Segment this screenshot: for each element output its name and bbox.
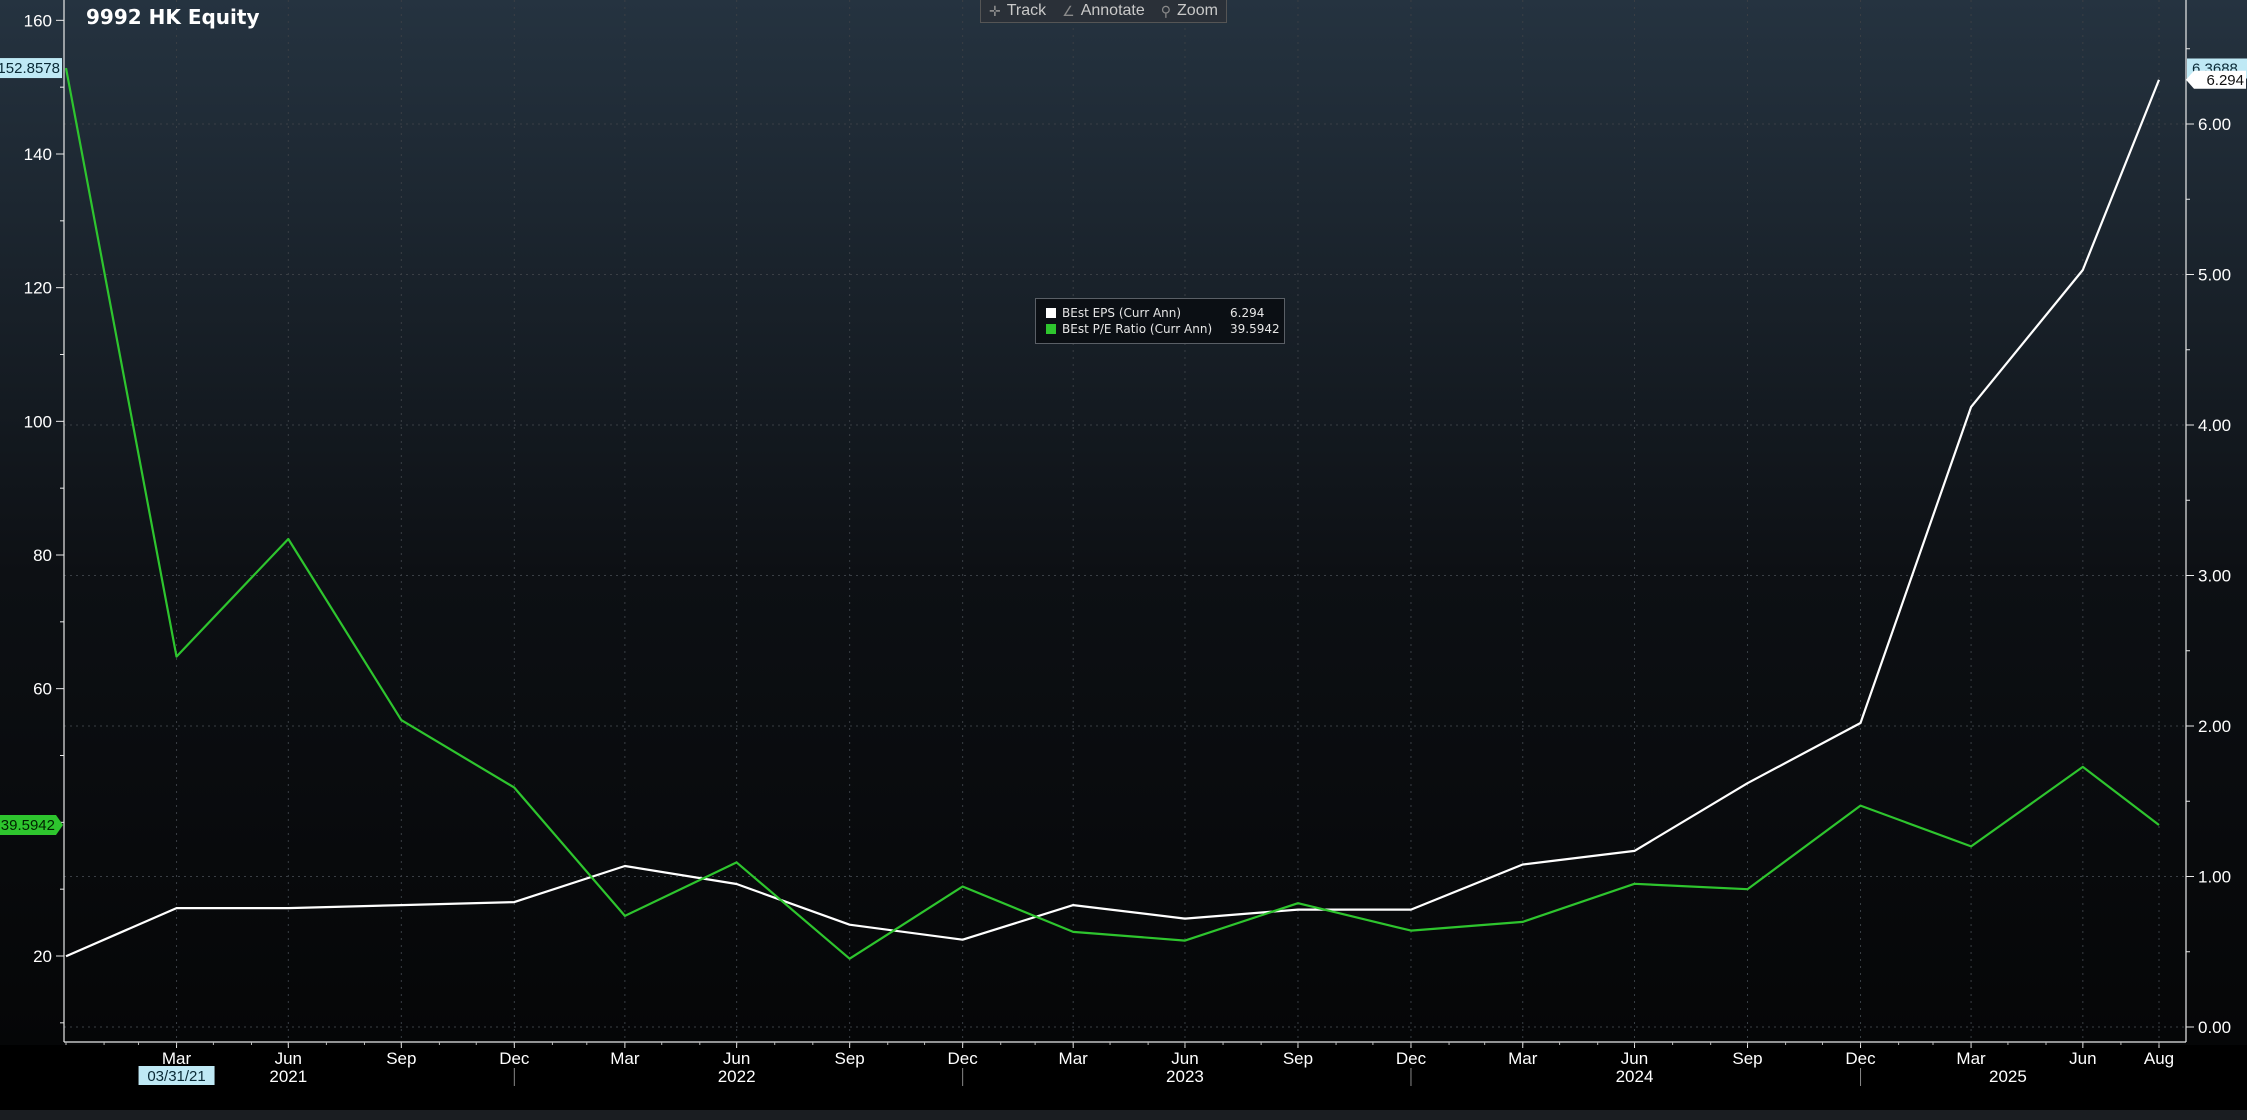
chart-legend[interactable]: BEst EPS (Curr Ann) 6.294 BEst P/E Ratio…: [1035, 298, 1285, 344]
x-month-label: Dec: [948, 1049, 979, 1068]
left-tick-label: 140: [24, 145, 52, 164]
x-year-label: 2023: [1166, 1067, 1204, 1086]
left-tick-label: 120: [24, 279, 52, 298]
x-month-label: Mar: [1508, 1049, 1538, 1068]
magnifier-icon: ⚲: [1160, 2, 1172, 19]
plot-background: [0, 0, 2247, 1045]
pe-last-value-tag: [0, 815, 63, 836]
eps-last-value-tag: [2186, 70, 2246, 89]
series-lines: [64, 67, 2161, 960]
x-month-label: Aug: [2144, 1049, 2174, 1068]
x-month-label: Dec: [499, 1049, 530, 1068]
right-tick-label: 6.00: [2198, 115, 2231, 134]
zoom-label: Zoom: [1177, 2, 1218, 19]
pe-swatch-icon: [1046, 324, 1056, 334]
x-month-label: Dec: [1845, 1049, 1876, 1068]
x-month-label: Dec: [1396, 1049, 1427, 1068]
annotate-button[interactable]: ∠ Annotate: [1054, 0, 1153, 22]
legend-row-pe: BEst P/E Ratio (Curr Ann) 39.5942: [1046, 321, 1284, 337]
eps-swatch-icon: [1046, 308, 1056, 318]
x-month-label: Jun: [2069, 1049, 2096, 1068]
x-year-label: 2024: [1616, 1067, 1654, 1086]
chart-title: 9992 HK Equity: [86, 5, 260, 29]
right-tick-label: 5.00: [2198, 266, 2231, 285]
x-month-label: Mar: [1956, 1049, 1986, 1068]
left-highlight-tag: [0, 58, 62, 79]
eps-last-value-label: 6.294: [2206, 72, 2244, 89]
cursor-date-tag: [138, 1066, 215, 1085]
legend-eps-label: BEst EPS (Curr Ann): [1062, 306, 1182, 320]
right-tick-label: 0.00: [2198, 1018, 2231, 1037]
crosshair-icon: ✛: [989, 2, 1001, 19]
left-tick-label: 60: [33, 680, 52, 699]
pe-ratio-line: [64, 67, 2160, 960]
right-tick-label: 3.00: [2198, 567, 2231, 586]
x-month-label: Sep: [1283, 1049, 1313, 1068]
x-month-label: Jun: [1621, 1049, 1648, 1068]
pe-last-value-label: 39.5942: [1, 817, 55, 834]
left-tick-label: 160: [24, 11, 52, 30]
left-tick-label: 20: [33, 947, 52, 966]
legend-eps-value: 6.294: [1230, 306, 1265, 320]
grid-lines: [64, 0, 2186, 1042]
x-month-label: Mar: [162, 1049, 192, 1068]
legend-pe-label: BEst P/E Ratio (Curr Ann): [1062, 322, 1213, 336]
x-month-label: Mar: [1059, 1049, 1089, 1068]
eps-line: [65, 79, 2161, 958]
x-month-label: Mar: [610, 1049, 640, 1068]
x-year-label: 2025: [1989, 1067, 2027, 1086]
bottom-status-bar: [0, 1110, 2247, 1120]
legend-pe-value: 39.5942: [1230, 322, 1280, 336]
left-highlight-label: 152.8578: [0, 60, 60, 77]
right-tick-label: 2.00: [2198, 717, 2231, 736]
cursor-date-label: 03/31/21: [147, 1068, 205, 1085]
x-month-label: Sep: [386, 1049, 416, 1068]
x-month-label: Jun: [275, 1049, 302, 1068]
right-tick-label: 1.00: [2198, 868, 2231, 887]
axis-labels: 20 60 80 100 120 140 160 0.00 1.00 2.00 3.00 4.00 5.…: [0, 11, 2247, 1086]
chart-toolbar: ✛ Track ∠ Annotate ⚲ Zoom: [980, 0, 1227, 23]
track-button[interactable]: ✛ Track: [981, 0, 1054, 22]
legend-row-eps: BEst EPS (Curr Ann) 6.294: [1046, 305, 1284, 321]
annotate-label: Annotate: [1080, 2, 1145, 19]
left-tick-label: 80: [33, 546, 52, 565]
x-month-label: Sep: [835, 1049, 865, 1068]
x-year-label: 2021: [269, 1067, 307, 1086]
x-month-label: Sep: [1732, 1049, 1762, 1068]
zoom-button[interactable]: ⚲ Zoom: [1153, 0, 1226, 22]
x-year-label: 2022: [718, 1067, 756, 1086]
right-tick-label: 4.00: [2198, 416, 2231, 435]
track-label: Track: [1006, 2, 1047, 19]
left-tick-label: 100: [24, 412, 52, 431]
pencil-icon: ∠: [1062, 2, 1075, 19]
x-month-label: Jun: [1171, 1049, 1198, 1068]
x-month-label: Jun: [723, 1049, 750, 1068]
